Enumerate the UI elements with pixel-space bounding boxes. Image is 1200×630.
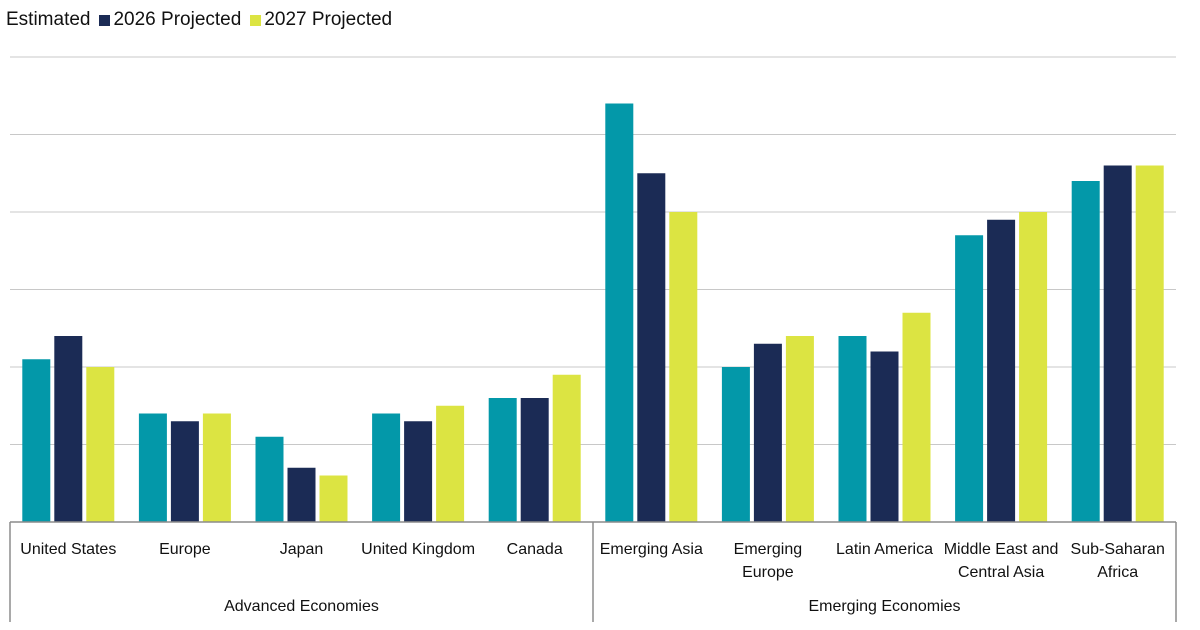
category-label-line: Europe [159, 541, 211, 558]
legend-entry-2027-projected: 2027 Projected [250, 9, 392, 31]
bar-2026-projected-latin-america [870, 351, 899, 522]
category-label-united-kingdom: United Kingdom [361, 541, 475, 558]
category-label-latin-america: Latin America [836, 541, 933, 558]
bar-2027-projected-emerging-europe [785, 336, 814, 522]
bar-2026-projected-emerging-asia [637, 173, 666, 522]
category-label-line: Central Asia [958, 564, 1044, 581]
category-label-line: United States [20, 541, 116, 558]
legend-entry-2026-projected: 2026 Projected [99, 9, 241, 31]
bar-2026-projected-united-kingdom [404, 421, 433, 522]
category-label-middle-east-and-central-asia: Middle East and Central Asia [944, 541, 1059, 581]
category-label-canada: Canada [507, 541, 563, 558]
category-label-line: United Kingdom [361, 541, 475, 558]
bar-estimated-emerging-asia [605, 103, 634, 522]
category-label-line: Sub-Saharan [1071, 541, 1165, 558]
bar-2027-projected-sub-saharan-africa [1135, 165, 1164, 522]
bar-2027-projected-latin-america [902, 312, 931, 522]
category-label-line: Latin America [836, 541, 933, 558]
category-label-united-states: United States [20, 541, 116, 558]
legend-label-2026-projected: 2026 Projected [113, 9, 242, 30]
legend-entry-estimated: Estimated [6, 9, 90, 31]
bar-estimated-japan [255, 436, 284, 522]
bar-estimated-middle-east-and-central-asia [955, 235, 984, 522]
category-label-sub-saharan-africa: Sub-Saharan Africa [1071, 541, 1165, 581]
bar-estimated-emerging-europe [721, 367, 750, 522]
category-label-line: Emerging Asia [600, 541, 703, 558]
legend-label-2027-projected: 2027 Projected [264, 9, 393, 30]
category-label-japan: Japan [280, 541, 324, 558]
category-label-line: Europe [742, 564, 794, 581]
bar-2026-projected-europe [170, 421, 199, 522]
category-label-line: Africa [1097, 564, 1138, 581]
bar-2026-projected-canada [520, 398, 549, 522]
bar-2026-projected-japan [287, 467, 316, 522]
bar-estimated-united-kingdom [372, 413, 401, 522]
bar-2027-projected-united-states [86, 367, 115, 522]
category-label-emerging-europe: Emerging Europe [734, 541, 802, 581]
bar-2026-projected-united-states [54, 336, 83, 522]
bar-estimated-sub-saharan-africa [1071, 181, 1100, 522]
bar-2027-projected-united-kingdom [436, 405, 465, 522]
group-label-emerging-economies: Emerging Economies [808, 598, 960, 615]
category-label-line: Japan [280, 541, 324, 558]
bar-2026-projected-sub-saharan-africa [1103, 165, 1132, 522]
bar-estimated-europe [138, 413, 167, 522]
legend-label-estimated: Estimated [6, 9, 91, 30]
bar-estimated-united-states [22, 359, 51, 522]
legend-swatch-2027-projected [250, 14, 262, 26]
bar-estimated-canada [488, 398, 517, 522]
group-label-advanced-economies: Advanced Economies [224, 598, 379, 615]
category-label-line: Canada [507, 541, 563, 558]
bar-2027-projected-europe [202, 413, 231, 522]
category-label-europe: Europe [159, 541, 211, 558]
legend-swatch-2026-projected [99, 14, 111, 26]
chart-legend: Estimated 2026 Projected 2027 Projected [6, 6, 401, 34]
category-label-line: Emerging [734, 541, 802, 558]
bar-2027-projected-emerging-asia [669, 212, 698, 522]
bar-estimated-latin-america [838, 336, 867, 522]
category-label-emerging-asia: Emerging Asia [600, 541, 703, 558]
bar-2027-projected-canada [552, 374, 581, 522]
bar-2027-projected-japan [319, 475, 348, 522]
bar-2026-projected-middle-east-and-central-asia [987, 219, 1016, 522]
category-label-line: Middle East and [944, 541, 1059, 558]
bar-2026-projected-emerging-europe [753, 343, 782, 522]
bar-2027-projected-middle-east-and-central-asia [1019, 212, 1048, 522]
